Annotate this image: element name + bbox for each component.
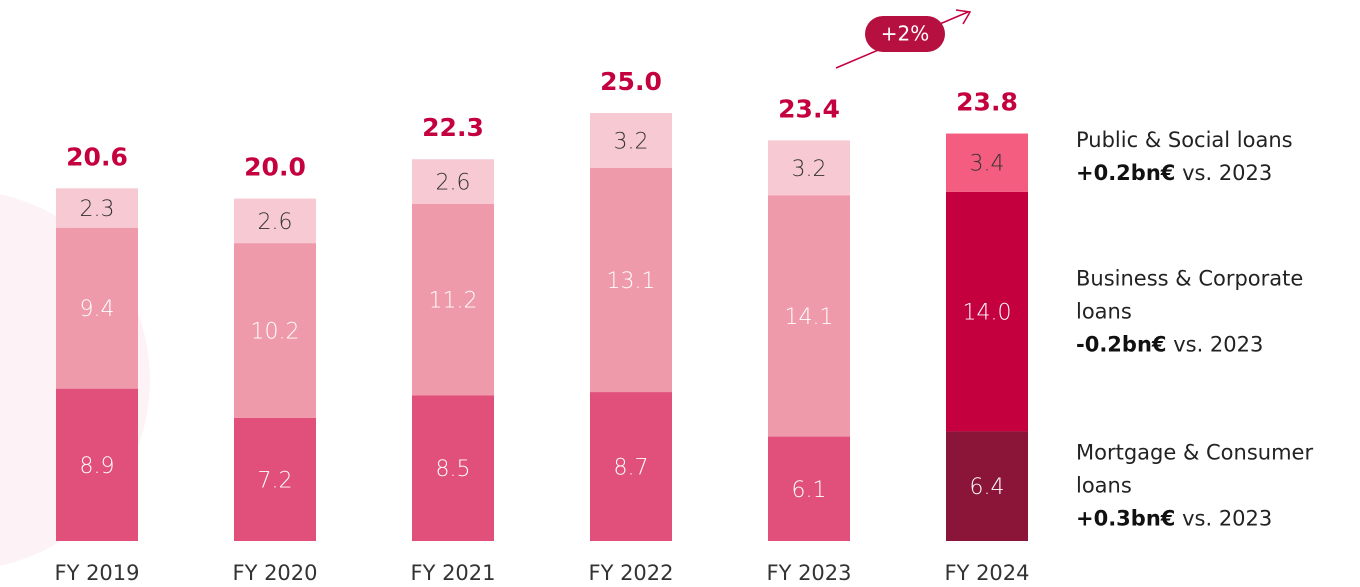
segment-label: 3.4 [970,152,1005,177]
bar-segment [946,191,1028,432]
bar-segment [590,167,672,393]
legend-change: +0.2bn€ vs. 2023 [1076,157,1360,190]
segment-label: 3.2 [614,129,649,154]
segment-label: 3.2 [792,157,827,182]
segment-label: 14.1 [785,305,834,330]
legend-entry: Public & Social loans +0.2bn€ vs. 2023 [1076,124,1360,190]
change-note: vs. 2023 [1182,506,1273,531]
change-note: vs. 2023 [1182,160,1273,185]
annotation: +2% [881,22,930,46]
segment-label: 14.0 [963,301,1012,326]
bar-segment [768,195,850,437]
segment-label: 8.9 [80,454,115,479]
bar-segment [590,113,672,168]
bar-segment [234,243,316,418]
segment-label: 8.5 [436,457,471,482]
legend-name: Business & Corporate loans [1076,266,1304,324]
total-label: 25.0 [600,67,662,96]
total-label: 23.4 [778,94,840,123]
segment-label: 6.1 [792,478,827,503]
segment-label: 8.7 [614,456,649,481]
total-label: 20.6 [66,142,128,171]
segment-label: 13.1 [607,269,656,294]
bar-segment [234,417,316,541]
change-value: +0.3bn€ [1076,506,1176,531]
legend-change: -0.2bn€ vs. 2023 [1076,328,1326,361]
x-tick-label: FY 2019 [54,561,139,585]
change-value: +0.2bn€ [1076,160,1176,185]
legend-change: +0.3bn€ vs. 2023 [1076,503,1326,536]
legend-name: Public & Social loans [1076,127,1293,152]
segment-label: 7.2 [258,468,293,493]
bar-segment [768,140,850,196]
change-value: -0.2bn€ [1076,332,1167,357]
bar-segment [412,203,494,396]
x-tick-label: FY 2023 [766,561,851,585]
x-tick-label: FY 2021 [410,561,495,585]
bar-segment [412,395,494,541]
legend-entry: Mortgage & Consumer loans +0.3bn€ vs. 202… [1076,437,1326,536]
x-tick-label: FY 2022 [588,561,673,585]
total-label: 20.0 [244,153,306,182]
legend-entry: Business & Corporate loans -0.2bn€ vs. 20… [1076,262,1326,361]
bar-segment [56,388,138,541]
segment-label: 9.4 [80,297,115,322]
bar-segment [590,392,672,541]
bar-segment [412,159,494,204]
x-tick-label: FY 2024 [944,561,1029,585]
segment-label: 2.6 [436,170,471,195]
segment-label: 11.2 [429,289,478,314]
segment-label: 10.2 [251,319,300,344]
bar-segment [768,436,850,541]
total-label: 22.3 [422,113,484,142]
bar-segment [56,188,138,228]
segment-label: 2.6 [258,210,293,235]
bar-segment [946,431,1028,541]
segment-label: 2.3 [80,197,115,222]
annotation-pill [865,16,945,52]
arrow-head [955,9,972,25]
x-tick-label: FY 2020 [232,561,317,585]
bar-segment [946,133,1028,192]
bar-segment [234,198,316,244]
legend-name: Mortgage & Consumer loans [1076,440,1314,498]
segment-label: 6.4 [970,475,1005,500]
change-note: vs. 2023 [1173,332,1264,357]
bar-segment [56,227,138,389]
total-label: 23.8 [956,88,1018,117]
